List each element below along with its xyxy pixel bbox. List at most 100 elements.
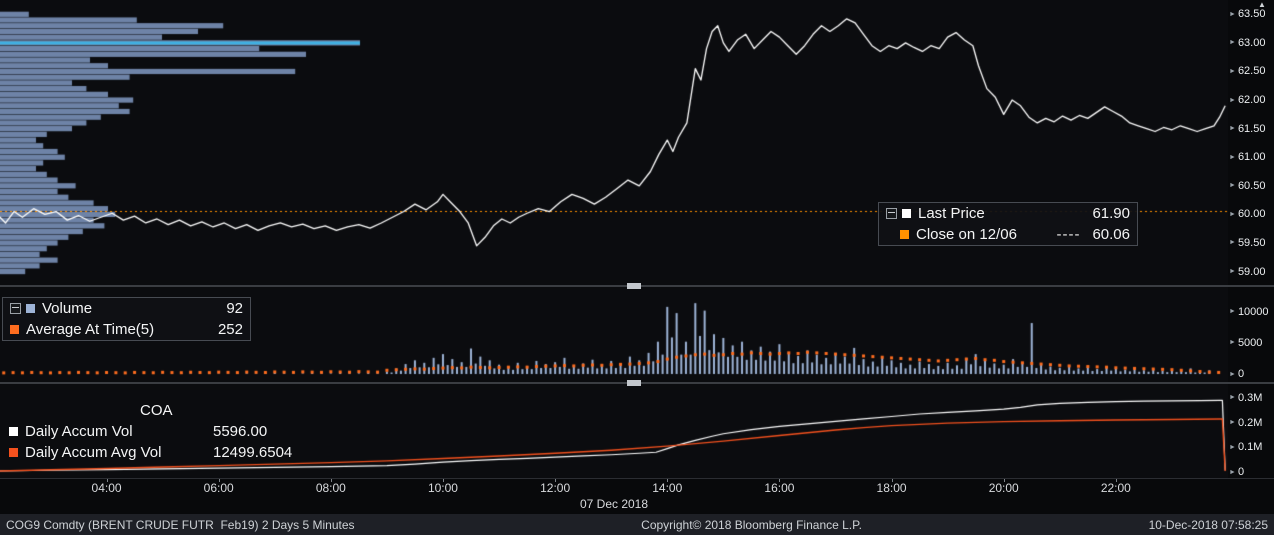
legend-row-daily-accum-avg-vol[interactable]: Daily Accum Avg Vol 12499.6504 [2,442,324,463]
tick-arrow-icon: ► [1229,125,1236,133]
accum-chart-canvas[interactable] [0,384,1228,478]
close-line-label: Close on 12/06 [916,226,1017,243]
y-axis-tick: ► 5000 [1229,337,1262,349]
divider-handle-icon[interactable] [627,283,641,289]
legend-row-last-price[interactable]: Last Price 61.90 [879,203,1137,224]
volume-legend[interactable]: Volume 92 Average At Time(5) 252 [2,297,251,341]
coa-title: COA [140,402,173,419]
volume-y-axis[interactable]: ► 10000 ► 5000 ► 0 [1228,287,1274,382]
y-tick-label: 63.50 [1237,8,1266,21]
volume-value: 92 [226,300,243,317]
y-tick-label: 0.1M [1237,441,1263,454]
y-axis-tick: ► 61.00 [1229,151,1265,163]
legend-row-daily-accum-vol[interactable]: Daily Accum Vol 5596.00 [2,421,324,442]
accum-volume-panel[interactable] [0,384,1228,478]
y-axis-tick: ► 0 [1229,466,1244,478]
y-tick-label: 60.50 [1237,179,1266,192]
tick-arrow-icon: ► [1229,370,1236,378]
y-tick-label: 0.3M [1237,391,1263,404]
y-tick-label: 61.00 [1237,151,1266,164]
tick-arrow-icon: ► [1229,239,1236,247]
x-tick-label: 18:00 [876,481,907,495]
y-axis-tick: ► 63.50 [1229,8,1265,20]
tick-arrow-icon: ► [1229,67,1236,75]
x-tick-label: 08:00 [315,481,346,495]
x-axis-tickmark [106,478,108,482]
tick-arrow-icon: ► [1229,468,1236,476]
y-axis-tick: ► 63.00 [1229,37,1265,49]
axis-scroll-up-icon[interactable]: ▲ [1258,0,1266,9]
y-axis-tick: ► 60.50 [1229,180,1265,192]
legend-row-average-at-time[interactable]: Average At Time(5) 252 [3,319,250,340]
y-axis-tick: ► 10000 [1229,306,1269,318]
average-at-time-value: 252 [217,321,243,338]
last-price-label: Last Price [918,205,985,222]
y-axis-tick: ► 62.50 [1229,65,1265,77]
y-tick-label: 60.00 [1237,208,1266,221]
average-at-time-swatch [10,325,19,334]
y-tick-label: 62.00 [1237,94,1266,107]
y-tick-label: 59.50 [1237,236,1266,249]
close-line-value: 60.06 [1092,226,1130,243]
daily-accum-vol-value: 5596.00 [213,423,268,440]
y-tick-label: 10000 [1237,305,1269,318]
tick-arrow-icon: ► [1229,443,1236,451]
tick-arrow-icon: ► [1229,210,1236,218]
y-tick-label: 63.00 [1237,36,1266,49]
daily-accum-avg-vol-label: Daily Accum Avg Vol [25,444,162,461]
tick-arrow-icon: ► [1229,96,1236,104]
x-axis-tickmark [442,478,444,482]
accum-legend[interactable]: COA Daily Accum Vol 5596.00 Daily Accum … [2,401,324,463]
tick-arrow-icon: ► [1229,153,1236,161]
y-axis-tick: ► 59.50 [1229,237,1265,249]
daily-accum-avg-vol-swatch [9,448,18,457]
y-axis-tick: ► 0.1M [1229,441,1262,453]
y-axis-tick: ► 0 [1229,368,1244,380]
x-axis-tickmark [1115,478,1117,482]
volume-label: Volume [42,300,93,317]
close-line-swatch [900,230,909,239]
x-tick-label: 14:00 [652,481,683,495]
panel-divider-1[interactable] [0,283,1274,289]
legend-expander-icon[interactable] [10,303,21,314]
close-line-dashes: ---- [1056,226,1081,243]
y-tick-label: 0.2M [1237,416,1263,429]
accum-y-axis[interactable]: ► 0.3M ► 0.2M ► 0.1M ► 0 [1228,384,1274,478]
x-axis-tickmark [218,478,220,482]
panel-divider-2[interactable] [0,380,1274,386]
y-tick-label: 0 [1237,368,1245,380]
average-at-time-label: Average At Time(5) [26,321,155,338]
tick-arrow-icon: ► [1229,182,1236,190]
x-axis-tickmark [1003,478,1005,482]
legend-row-volume[interactable]: Volume 92 [3,298,250,319]
price-legend[interactable]: Last Price 61.90 Close on 12/06 ---- 60.… [878,202,1138,246]
y-axis-tick: ► 61.50 [1229,123,1265,135]
tick-arrow-icon: ► [1229,419,1236,427]
date-label: 07 Dec 2018 [579,497,649,511]
legend-row-close[interactable]: Close on 12/06 ---- 60.06 [879,224,1137,245]
y-axis-tick: ► 0.3M [1229,392,1262,404]
y-tick-label: 5000 [1237,336,1263,349]
y-axis-tick: ► 0.2M [1229,417,1262,429]
x-axis-tickmark [779,478,781,482]
y-tick-label: 0 [1237,466,1245,478]
tick-arrow-icon: ► [1229,268,1236,276]
tick-arrow-icon: ► [1229,339,1236,347]
time-axis[interactable]: 04:00 06:00 08:00 10:00 12:00 14:00 16:00 18:00… [0,478,1228,496]
price-panel[interactable] [0,0,1228,285]
y-axis-tick: ► 62.00 [1229,94,1265,106]
x-tick-label: 20:00 [988,481,1019,495]
y-axis-tick: ► 60.00 [1229,208,1265,220]
x-tick-label: 06:00 [203,481,234,495]
x-tick-label: 12:00 [540,481,571,495]
daily-accum-vol-label: Daily Accum Vol [25,423,133,440]
tick-arrow-icon: ► [1229,308,1236,316]
price-y-axis[interactable]: ► 63.50 ► 63.00 ► 62.50 ► 62.00 ► 61.50 ► 61.00 ► 60.… [1228,0,1274,285]
legend-expander-icon[interactable] [886,208,897,219]
chart-bottom-border [0,478,1274,479]
security-description: COG9 Comdty (BRENT CRUDE FUTR Feb19) 2 D… [6,517,355,532]
y-tick-label: 59.00 [1237,265,1266,278]
y-tick-label: 61.50 [1237,122,1266,135]
divider-handle-icon[interactable] [627,380,641,386]
